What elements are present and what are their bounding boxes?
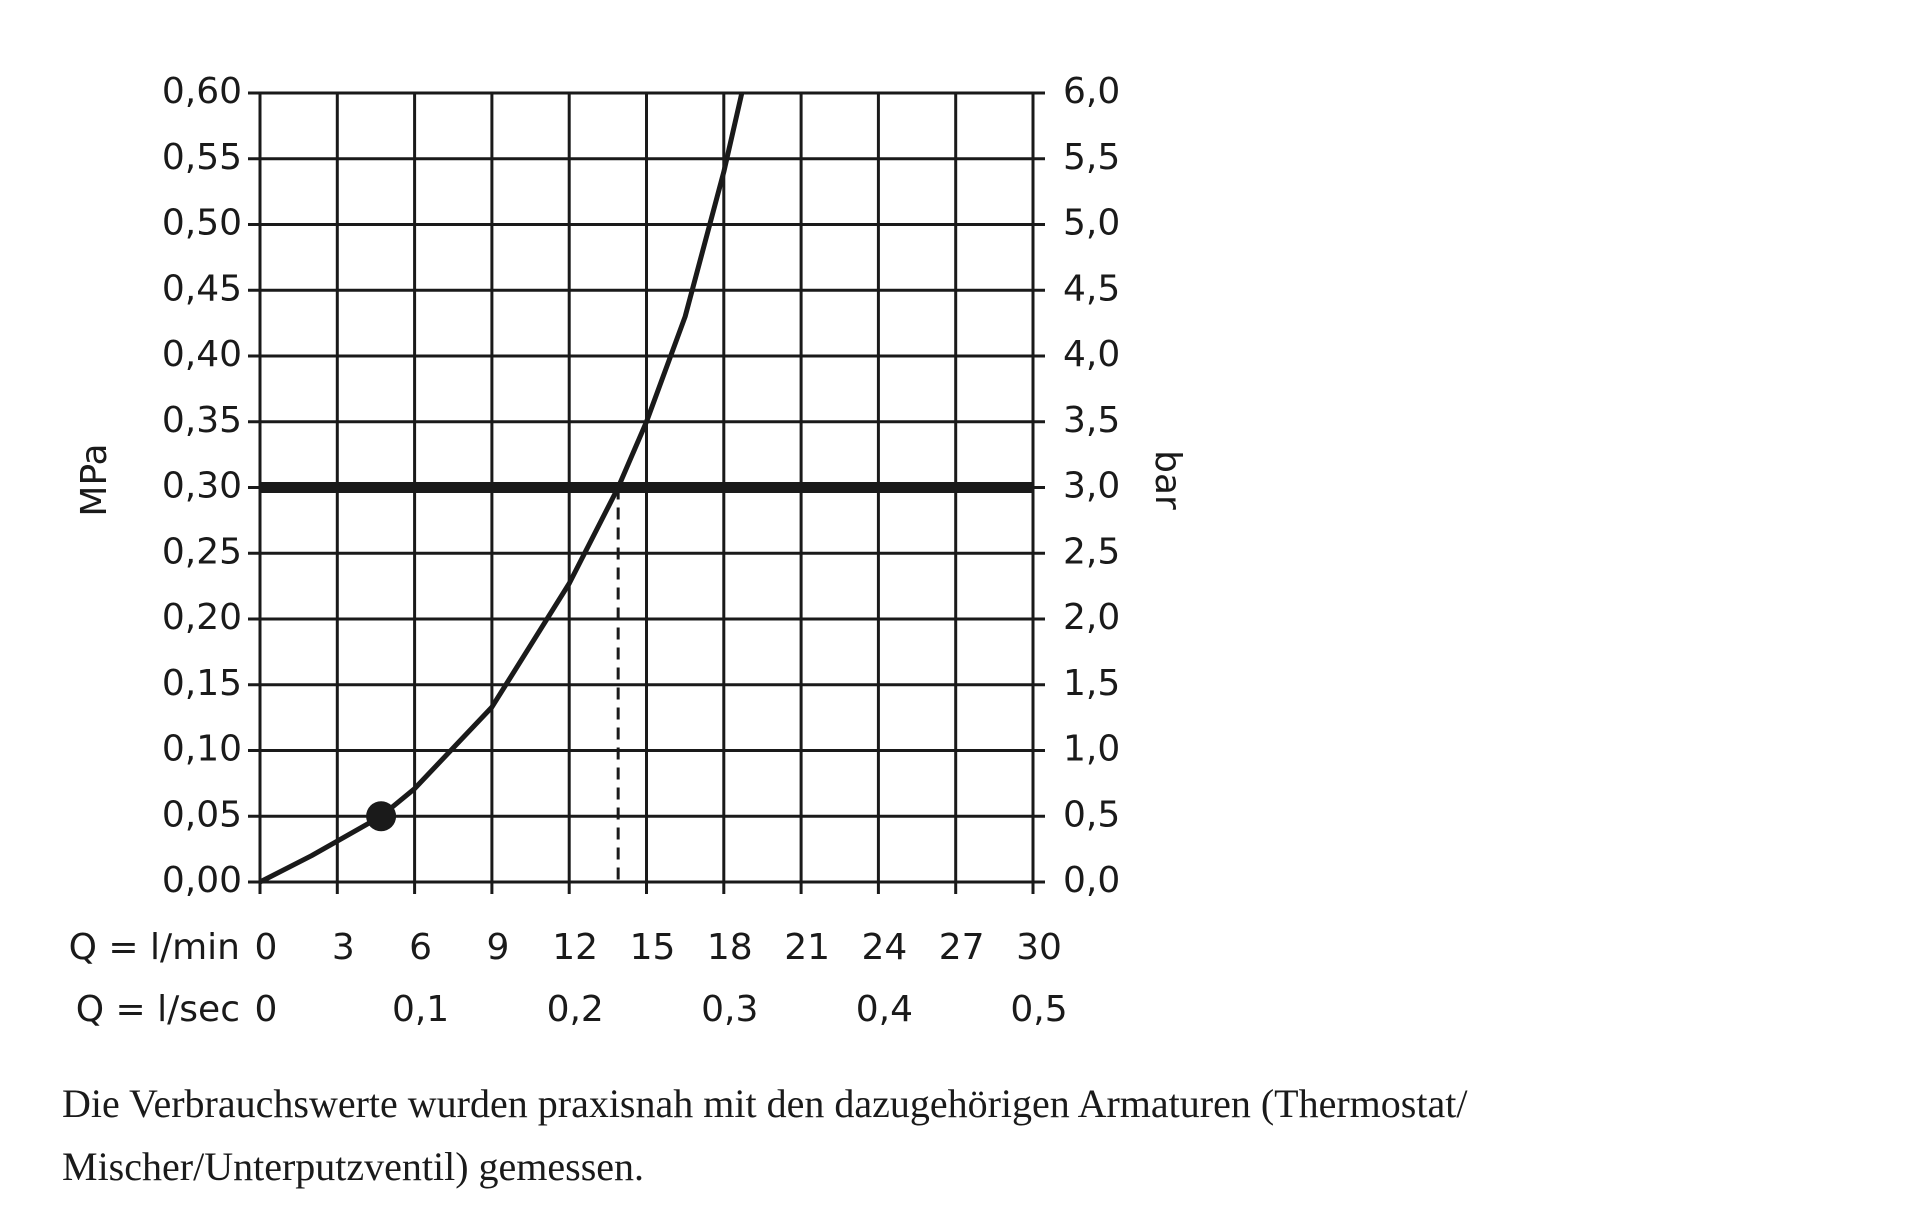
y-tick-label: 0,30 <box>162 466 242 507</box>
y2-tick-label: 1,5 <box>1063 663 1120 704</box>
x2-tick-label: 0,3 <box>701 989 758 1030</box>
x-tick-label: 12 <box>552 927 598 968</box>
y-tick-label: 0,00 <box>162 860 242 901</box>
x-tick-label: 6 <box>409 927 432 968</box>
y-tick-label: 0,15 <box>162 663 242 704</box>
footnote: Die Verbrauchswerte wurden praxisnah mit… <box>62 1081 1468 1126</box>
y-tick-label: 0,10 <box>162 729 242 770</box>
y-tick-label: 0,55 <box>162 137 242 178</box>
marker-point <box>366 801 397 832</box>
y-axis-label: MPa <box>74 443 115 516</box>
y2-tick-label: 5,5 <box>1063 137 1120 178</box>
x2-tick-label: 0,1 <box>392 989 449 1030</box>
x-tick-label: 3 <box>332 927 355 968</box>
y-tick-label: 0,40 <box>162 334 242 375</box>
y2-tick-label: 4,0 <box>1063 334 1120 375</box>
curve <box>258 92 745 885</box>
x2-axis-label: Q = l/sec <box>76 989 240 1030</box>
y2-tick-label: 1,0 <box>1063 729 1120 770</box>
x-tick-label: 27 <box>939 927 985 968</box>
x2-tick-label: 0,2 <box>547 989 604 1030</box>
x-tick-label: 30 <box>1016 927 1062 968</box>
y2-tick-label: 0,0 <box>1063 860 1120 901</box>
y2-tick-label: 0,5 <box>1063 794 1120 835</box>
x-tick-label: 15 <box>630 927 676 968</box>
y2-tick-label: 2,5 <box>1063 531 1120 572</box>
y2-tick-label: 3,5 <box>1063 400 1120 441</box>
y2-tick-label: 3,0 <box>1063 466 1120 507</box>
y-tick-label: 0,60 <box>162 71 242 112</box>
y-tick-label: 0,20 <box>162 597 242 638</box>
y2-axis-label: bar <box>1147 450 1188 510</box>
x2-tick-label: 0,5 <box>1010 989 1067 1030</box>
y-tick-label: 0,05 <box>162 794 242 835</box>
y2-tick-label: 5,0 <box>1063 203 1120 244</box>
y-tick-label: 0,45 <box>162 268 242 309</box>
x-tick-label: 24 <box>861 927 907 968</box>
x2-tick-label: 0 <box>255 989 278 1030</box>
x-tick-label: 0 <box>255 927 278 968</box>
x-axis-label: Q = l/min <box>69 927 240 968</box>
y-tick-label: 0,50 <box>162 203 242 244</box>
x-tick-label: 9 <box>486 927 509 968</box>
y-tick-label: 0,25 <box>162 531 242 572</box>
x-tick-label: 18 <box>707 927 753 968</box>
y-tick-label: 0,35 <box>162 400 242 441</box>
x-tick-label: 21 <box>784 927 830 968</box>
y2-tick-label: 6,0 <box>1063 71 1120 112</box>
y2-tick-label: 2,0 <box>1063 597 1120 638</box>
y2-tick-label: 4,5 <box>1063 268 1120 309</box>
x2-tick-label: 0,4 <box>856 989 913 1030</box>
footnote: Mischer/Unterputzventil) gemessen. <box>62 1144 644 1189</box>
